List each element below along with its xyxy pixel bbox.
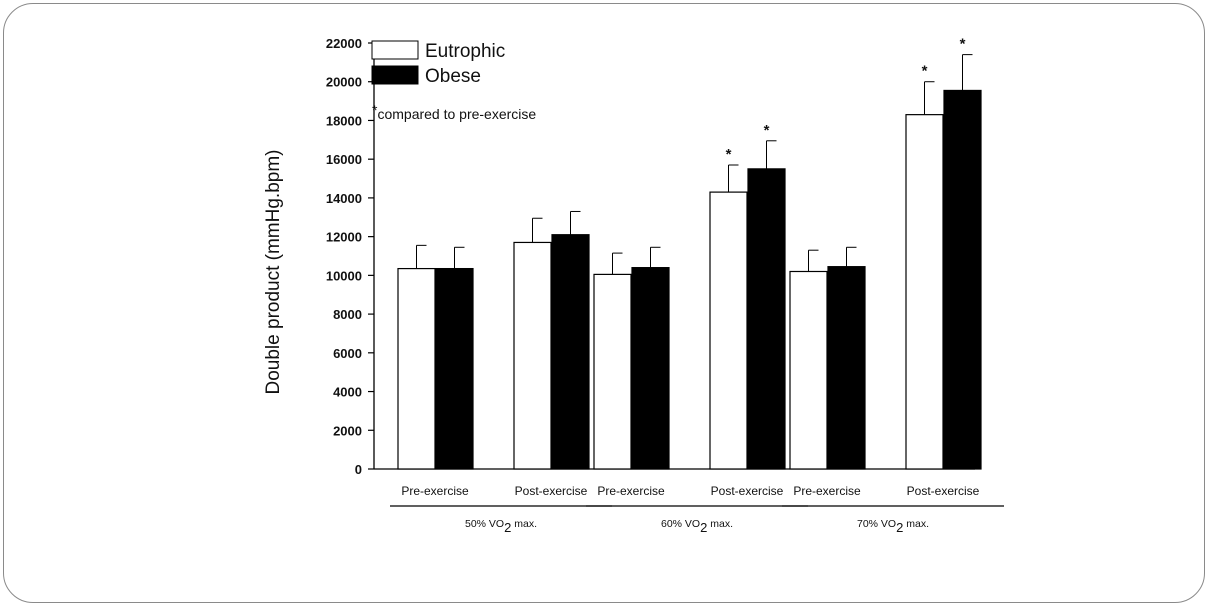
- group-label-subscript: 2: [504, 520, 511, 535]
- bar-obese-2: [631, 267, 670, 470]
- group-label: 70% VO2 max.: [857, 518, 929, 535]
- y-tick-label: 4000: [333, 385, 362, 400]
- y-tick-label: 22000: [326, 36, 362, 51]
- group-label-prefix: 60% VO: [661, 518, 700, 530]
- x-axis-labels: Pre-exercise Post-exercise Pre-exercise Pos…: [390, 484, 1004, 535]
- group-label-prefix: 70% VO: [857, 518, 896, 530]
- y-tick-label: 8000: [333, 307, 362, 322]
- condition-label: Post-exercise: [515, 484, 588, 498]
- bar-obese-3: [747, 168, 786, 470]
- condition-label: Pre-exercise: [793, 484, 861, 498]
- condition-label: Post-exercise: [711, 484, 784, 498]
- group-label-prefix: 50% VO: [465, 518, 504, 530]
- significance-markers: * * * *: [726, 36, 966, 163]
- group-label-suffix: max.: [511, 518, 537, 530]
- legend-swatch-obese: [371, 65, 419, 85]
- y-axis-title: Double product (mmHg.bpm): [263, 150, 284, 395]
- bar-eutrophic-4: [789, 270, 828, 470]
- axes: 0 2000 4000 6000 8000 10000 12000 14000 16000 180…: [326, 36, 975, 477]
- legend-label-eutrophic: Eutrophic: [425, 41, 505, 62]
- y-tick-label: 20000: [326, 75, 362, 90]
- y-tick-label: 0: [355, 462, 362, 477]
- legend-swatch-eutrophic: [371, 40, 419, 60]
- bar-eutrophic-5: [905, 114, 944, 470]
- legend-label-obese: Obese: [425, 66, 481, 87]
- bar-obese-5: [943, 89, 982, 470]
- bar-obese-4: [827, 266, 866, 470]
- bar-obese-1: [551, 234, 590, 470]
- bar-eutrophic-2: [593, 273, 632, 470]
- y-tick-label: 14000: [326, 191, 362, 206]
- y-tick-label: 6000: [333, 346, 362, 361]
- legend-note-text: compared to pre-exercise: [377, 106, 536, 122]
- y-tick-label: 18000: [326, 113, 362, 128]
- significance-star: *: [726, 146, 732, 163]
- group-label-suffix: max.: [903, 518, 929, 530]
- significance-star: *: [764, 122, 770, 139]
- condition-label: Pre-exercise: [401, 484, 469, 498]
- group-label-subscript: 2: [700, 520, 707, 535]
- significance-star: *: [922, 63, 928, 80]
- legend-note: *compared to pre-exercise: [372, 102, 536, 122]
- condition-label: Pre-exercise: [597, 484, 665, 498]
- legend: Eutrophic Obese *compared to pre-exercis…: [371, 40, 536, 122]
- group-label: 60% VO2 max.: [661, 518, 733, 535]
- bar-chart: 0 2000 4000 6000 8000 10000 12000 14000 16000 180…: [263, 36, 1004, 535]
- group-label: 50% VO2 max.: [465, 518, 537, 535]
- bar-obese-0: [435, 267, 474, 470]
- y-tick-label: 10000: [326, 268, 362, 283]
- legend-note-marker: *: [372, 102, 378, 118]
- bars: [397, 89, 982, 470]
- error-bars: [416, 54, 973, 275]
- group-label-suffix: max.: [707, 518, 733, 530]
- y-tick-label: 12000: [326, 230, 362, 245]
- bar-eutrophic-1: [513, 241, 552, 470]
- bar-eutrophic-3: [709, 191, 748, 470]
- bar-eutrophic-0: [397, 267, 436, 470]
- condition-label: Post-exercise: [907, 484, 980, 498]
- y-tick-label: 16000: [326, 152, 362, 167]
- significance-star: *: [960, 36, 966, 53]
- y-tick-label: 2000: [333, 423, 362, 438]
- group-label-subscript: 2: [896, 520, 903, 535]
